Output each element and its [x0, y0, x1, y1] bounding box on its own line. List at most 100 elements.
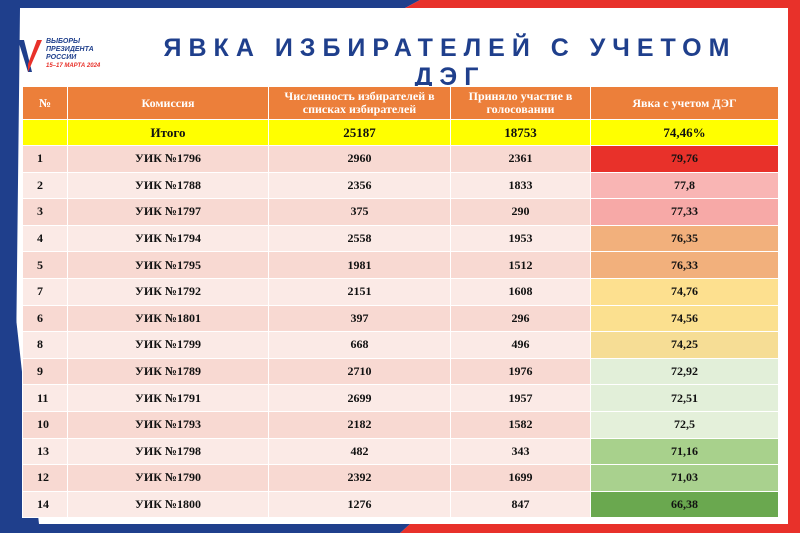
table-cell: 2361 [450, 145, 591, 173]
table-cell: УИК №1796 [67, 145, 269, 173]
table-cell: 5 [22, 251, 68, 279]
table-row: 7 УИК №1792 2151 1608 74,76 [22, 277, 779, 306]
table-cell: 2151 [268, 277, 451, 306]
table-cell: 79,76 [590, 145, 779, 173]
table-cell: 10 [22, 410, 68, 439]
table-cell: 72,92 [590, 357, 779, 386]
table-cell: 496 [450, 331, 591, 359]
table-cell: 1953 [450, 224, 591, 253]
table-cell: 2356 [268, 171, 451, 200]
table-cell: 74,25 [590, 331, 779, 359]
table-cell [22, 119, 68, 146]
table-cell: 14 [22, 490, 68, 519]
table-cell: 2 [22, 171, 68, 200]
table-cell: 25187 [268, 119, 451, 146]
table-cell: 1981 [268, 251, 451, 279]
logo-text: ВЫБОРЫ [46, 38, 81, 45]
table-cell: 66,38 [590, 490, 779, 519]
table-cell: УИК №1797 [67, 198, 269, 226]
table-cell: 18753 [450, 119, 591, 146]
table-row: 8 УИК №1799 668 496 74,25 [22, 331, 779, 359]
table-cell: 72,5 [590, 410, 779, 439]
table-cell: 12 [22, 464, 68, 492]
table-row: 11 УИК №1791 2699 1957 72,51 [22, 384, 779, 412]
table-cell: 296 [450, 304, 591, 333]
table-cell: 1276 [268, 490, 451, 519]
table-cell: Явка с учетом ДЭГ [590, 86, 779, 120]
table-row: 13 УИК №1798 482 343 71,16 [22, 437, 779, 466]
table-cell: 290 [450, 198, 591, 226]
table-cell: № [22, 86, 68, 120]
table-cell: УИК №1794 [67, 224, 269, 253]
table-cell: 343 [450, 437, 591, 466]
table-cell: 1976 [450, 357, 591, 386]
table-row: 3 УИК №1797 375 290 77,33 [22, 198, 779, 226]
table-cell: 77,8 [590, 171, 779, 200]
table-cell: 2710 [268, 357, 451, 386]
table-cell: 1699 [450, 464, 591, 492]
table-row: 10 УИК №1793 2182 1582 72,5 [22, 410, 779, 439]
table-cell: Приняло участие в голосовании [450, 86, 591, 120]
table-cell: 2392 [268, 464, 451, 492]
logo-mark [18, 40, 42, 72]
logo-date: 15–17 МАРТА 2024 [46, 63, 101, 69]
table-cell: УИК №1800 [67, 490, 269, 519]
table-cell: 2182 [268, 410, 451, 439]
table-cell: 1582 [450, 410, 591, 439]
table-row: Итого 25187 18753 74,46% [22, 119, 779, 146]
table-cell: 2960 [268, 145, 451, 173]
table-row: 5 УИК №1795 1981 1512 76,33 [22, 251, 779, 279]
table-cell: УИК №1792 [67, 277, 269, 306]
title: ЯВКА ИЗБИРАТЕЛЕЙ С УЧЕТОМ ДЭГ [163, 34, 737, 91]
table-cell: 1512 [450, 251, 591, 279]
table-cell: 6 [22, 304, 68, 333]
table-cell: 71,16 [590, 437, 779, 466]
logo: ВЫБОРЫ ПРЕЗИДЕНТА РОССИИ 15–17 МАРТА 202… [16, 36, 106, 80]
table-cell: 847 [450, 490, 591, 519]
table-row: 2 УИК №1788 2356 1833 77,8 [22, 171, 779, 200]
table-cell: 375 [268, 198, 451, 226]
table-cell: 76,35 [590, 224, 779, 253]
table-cell: 1608 [450, 277, 591, 306]
table-cell: 397 [268, 304, 451, 333]
table-cell: 11 [22, 384, 68, 412]
table-cell: УИК №1798 [67, 437, 269, 466]
table-row: № Комиссия Численность избирателей в списк… [22, 86, 779, 120]
table-cell: УИК №1791 [67, 384, 269, 412]
table-cell: 9 [22, 357, 68, 386]
table-cell: 668 [268, 331, 451, 359]
table-cell: УИК №1790 [67, 464, 269, 492]
table-cell: 3 [22, 198, 68, 226]
table-cell: 4 [22, 224, 68, 253]
table-cell: 1 [22, 145, 68, 173]
table-cell: 1833 [450, 171, 591, 200]
table-cell: УИК №1788 [67, 171, 269, 200]
table-row: 14 УИК №1800 1276 847 66,38 [22, 490, 779, 519]
table-cell: УИК №1799 [67, 331, 269, 359]
table-cell: УИК №1789 [67, 357, 269, 386]
table-cell: УИК №1795 [67, 251, 269, 279]
table-cell: Комиссия [67, 86, 269, 120]
logo-text: РОССИИ [46, 54, 77, 61]
table-cell: 74,46% [590, 119, 779, 146]
table-cell: УИК №1793 [67, 410, 269, 439]
table-cell: УИК №1801 [67, 304, 269, 333]
table-cell: 74,76 [590, 277, 779, 306]
table-cell: 2699 [268, 384, 451, 412]
table-cell: 2558 [268, 224, 451, 253]
table-cell: 1957 [450, 384, 591, 412]
table-cell: 74,56 [590, 304, 779, 333]
table-row: 6 УИК №1801 397 296 74,56 [22, 304, 779, 333]
table-cell: 482 [268, 437, 451, 466]
table-cell: 77,33 [590, 198, 779, 226]
logo-text: ПРЕЗИДЕНТА [46, 46, 94, 53]
turnout-table: № Комиссия Численность избирателей в списк… [22, 86, 779, 519]
table-cell: 7 [22, 277, 68, 306]
table-cell: 8 [22, 331, 68, 359]
table-row: 9 УИК №1789 2710 1976 72,92 [22, 357, 779, 386]
table-cell: 72,51 [590, 384, 779, 412]
table-cell: Численность избирателей в списках избира… [268, 86, 451, 120]
table-row: 1 УИК №1796 2960 2361 79,76 [22, 145, 779, 173]
table-cell: 76,33 [590, 251, 779, 279]
